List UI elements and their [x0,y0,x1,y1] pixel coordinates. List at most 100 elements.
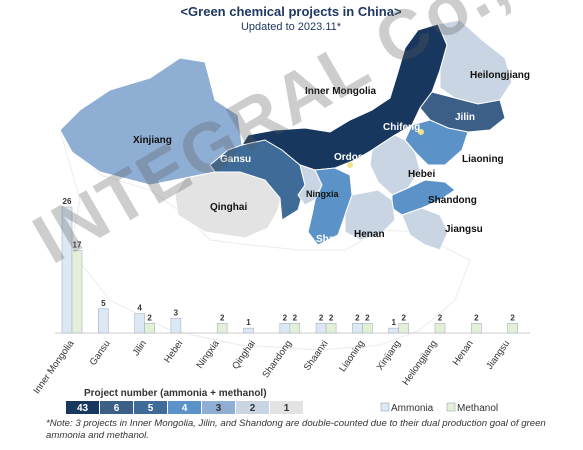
marker-chifeng [418,129,424,135]
legend-ammonia-label: Ammonia [391,403,434,414]
scale-swatch [270,401,303,414]
ammonia-bar [279,323,291,334]
category-label: Jiangsu [484,338,512,371]
label-xinjiang: Xinjiang [133,135,172,146]
bar-value-label: 2 [510,313,515,322]
bar-value-label: 2 [147,313,152,322]
ammonia-bar [388,327,400,334]
label-chifeng: Chifeng [383,122,420,133]
province-shandong [391,179,456,216]
footnote: *Note: 3 projects in Inner Mongolia, Jil… [46,418,546,441]
bar-value-label: 2 [319,313,324,322]
bar-value-label: 2 [329,313,334,322]
chart-title: <Green chemical projects in China> [180,4,401,19]
category-label: Jilin [131,338,149,358]
legend-methanol-label: Methanol [457,403,498,414]
ammonia-bar [315,323,327,334]
methanol-bar [470,323,482,334]
scale-label: 2 [250,403,256,414]
scale-swatch [134,401,167,414]
bar-value-label: 2 [293,313,298,322]
label-henan: Henan [354,229,385,240]
label-heilongjiang: Heilongjiang [470,70,530,81]
province-heilongjiang [437,19,513,105]
bar-value-label: 2 [283,313,288,322]
scale-label: 3 [216,403,222,414]
ammonia-bar [170,318,182,334]
methanol-bar [144,323,155,334]
chart-subtitle: Updated to 2023.11* [241,21,342,33]
scale-swatch [168,401,201,414]
scale-label: 43 [77,403,89,414]
label-ordos: Ordos [334,152,364,163]
province-henan [344,189,396,241]
ammonia-bar [352,323,363,334]
scale-label: 1 [284,403,290,414]
bar-value-label: 1 [391,318,396,327]
bar-value-label: 2 [365,313,370,322]
scale-swatch [202,401,235,414]
bar-value-label: 17 [73,241,82,250]
label-jilin: Jilin [455,112,475,123]
province-jilin [419,91,506,133]
legend-title: Project number (ammonia + methanol) [84,388,267,399]
methanol-bar [398,323,410,334]
bar-value-label: 2 [220,313,225,322]
province-shaanxi [307,167,353,246]
bar-value-label: 4 [137,304,142,313]
marker-ordos [347,162,353,168]
methanol-bar [216,323,228,334]
category-label: Shandong [260,338,294,380]
bar-value-label: 2 [438,313,443,322]
category-label: Liaoning [337,338,367,374]
bar-value-label: 1 [246,318,251,327]
scale-swatch [100,401,133,414]
category-label: Hebei [162,338,185,365]
legend-methanol-swatch [446,402,456,412]
bar-value-label: 2 [474,313,479,322]
label-liaoning: Liaoning [462,154,504,165]
color-scale-legend: 43 6 5 4 3 2 1 [66,401,303,414]
scale-label: 4 [182,403,188,414]
methanol-bar [289,323,301,334]
province-jiangsu [401,207,449,251]
label-qinghai: Qinghai [210,202,247,213]
methanol-bar [325,323,337,334]
scale-swatch [236,401,269,414]
label-jiangsu: Jiangsu [445,224,483,235]
bar-value-label: 5 [101,299,106,308]
methanol-bar [507,323,518,334]
bar-value-label: 2 [355,313,360,322]
label-shandong: Shandong [428,195,477,206]
label-hebei: Hebei [408,169,435,180]
ammonia-bar [98,308,109,334]
category-label: Xinjiang [375,338,403,372]
ammonia-bar [243,327,254,334]
methanol-bar [434,323,446,334]
category-label: Henan [451,338,476,367]
bar-value-label: 2 [401,313,406,322]
label-inner-mongolia: Inner Mongolia [305,86,377,97]
province-xinjiang [59,57,243,186]
legend-ammonia-swatch [380,402,390,412]
methanol-bar [362,323,373,334]
category-label: Gansu [88,338,113,367]
category-label: Inner Mongolia [31,338,76,396]
ammonia-bar [134,313,145,334]
scale-label: 6 [114,403,120,414]
bar-value-label: 26 [63,197,72,206]
methanol-bar [71,250,83,334]
ammonia-bar [61,206,73,334]
category-label: Shaanxi [302,338,331,372]
province-hebei [369,134,421,196]
label-shaanxi: Shaanxi [316,234,355,245]
bar-value-label: 3 [174,308,179,317]
scale-label: 5 [148,403,154,414]
scale-swatch [66,401,99,414]
category-label: Heilongjiang [400,338,439,387]
label-ningxia: Ningxia [306,189,340,199]
category-label: Ningxia [194,338,222,371]
label-gansu: Gansu [220,154,251,165]
